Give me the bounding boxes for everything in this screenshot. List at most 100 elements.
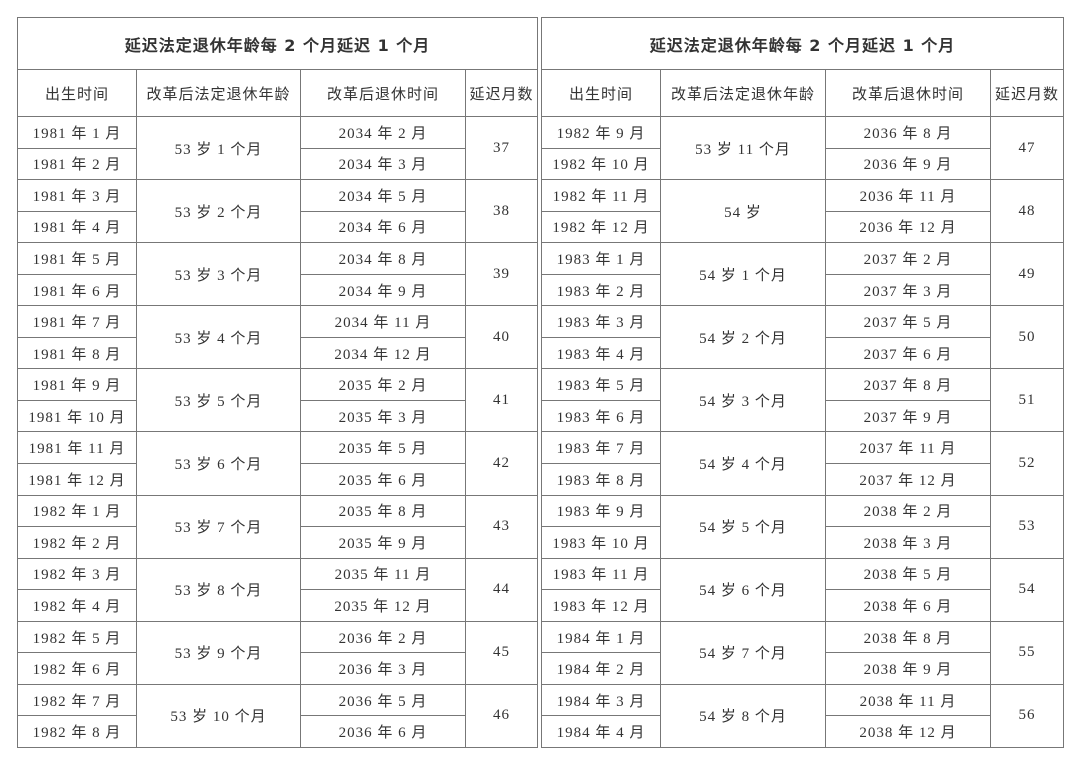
data-row: 1982 年 2 月 2035 年 9 月	[17, 526, 538, 559]
data-row: 1983 年 3 月 54 岁 2 个月 2037 年 5 月 50	[541, 305, 1064, 370]
birth-date: 1983 年 3 月	[541, 305, 661, 338]
retirement-time: 2037 年 12 月	[825, 463, 991, 496]
retirement-time: 2036 年 5 月	[300, 683, 466, 717]
birth-date: 1984 年 2 月	[541, 652, 661, 685]
retirement-time: 2035 年 12 月	[300, 589, 466, 622]
delay-months: 56	[990, 683, 1064, 748]
data-row: 1981 年 3 月 53 岁 2 个月 2034 年 5 月 38	[17, 179, 538, 244]
retirement-time: 2037 年 2 月	[825, 242, 991, 275]
retirement-table: 延迟法定退休年龄每 2 个月延迟 1 个月 出生时间 改革后法定退休年龄 改革后退休时…	[541, 17, 1064, 748]
delay-months: 55	[990, 620, 1064, 685]
delay-months: 41	[465, 368, 538, 433]
data-row: 1984 年 4 月 2038 年 12 月	[541, 715, 1064, 748]
retirement-age: 53 岁 6 个月	[136, 431, 301, 496]
data-row: 1981 年 4 月 2034 年 6 月	[17, 210, 538, 244]
birth-date: 1982 年 7 月	[17, 683, 137, 717]
retirement-age: 54 岁 8 个月	[660, 683, 826, 748]
delay-months: 52	[990, 431, 1064, 496]
birth-date: 1983 年 11 月	[541, 557, 661, 591]
table-title: 延迟法定退休年龄每 2 个月延迟 1 个月	[17, 17, 538, 70]
data-row: 1984 年 2 月 2038 年 9 月	[541, 652, 1064, 685]
retirement-time: 2034 年 3 月	[300, 147, 466, 181]
retirement-time: 2036 年 2 月	[300, 620, 466, 654]
header-row: 出生时间 改革后法定退休年龄 改革后退休时间 延迟月数	[17, 69, 538, 117]
retirement-age: 53 岁 5 个月	[136, 368, 301, 433]
data-row: 1981 年 1 月 53 岁 1 个月 2034 年 2 月 37	[17, 115, 538, 181]
retirement-time: 2034 年 9 月	[300, 273, 466, 307]
retirement-time: 2037 年 3 月	[825, 273, 991, 307]
birth-date: 1981 年 12 月	[17, 463, 137, 496]
delay-months: 49	[990, 242, 1064, 307]
column-header: 改革后法定退休年龄	[660, 69, 826, 117]
data-row: 1983 年 6 月 2037 年 9 月	[541, 399, 1064, 433]
delay-months: 46	[465, 683, 538, 748]
data-row: 1983 年 5 月 54 岁 3 个月 2037 年 8 月 51	[541, 368, 1064, 433]
delay-months: 47	[990, 115, 1064, 181]
data-row: 1984 年 3 月 54 岁 8 个月 2038 年 11 月 56	[541, 683, 1064, 748]
delay-months: 44	[465, 557, 538, 622]
birth-date: 1983 年 8 月	[541, 463, 661, 496]
delay-months: 45	[465, 620, 538, 685]
retirement-age: 53 岁 7 个月	[136, 494, 301, 559]
retirement-time: 2035 年 5 月	[300, 431, 466, 465]
data-row: 1981 年 9 月 53 岁 5 个月 2035 年 2 月 41	[17, 368, 538, 433]
data-row: 1983 年 9 月 54 岁 5 个月 2038 年 2 月 53	[541, 494, 1064, 559]
retirement-time: 2036 年 8 月	[825, 116, 991, 149]
data-row: 1983 年 1 月 54 岁 1 个月 2037 年 2 月 49	[541, 242, 1064, 307]
birth-date: 1982 年 5 月	[17, 620, 137, 654]
delay-months: 48	[990, 179, 1064, 244]
data-row: 1981 年 11 月 53 岁 6 个月 2035 年 5 月 42	[17, 431, 538, 496]
delay-months: 51	[990, 368, 1064, 433]
delay-months: 37	[465, 115, 538, 181]
data-row: 1982 年 10 月 2036 年 9 月	[541, 147, 1064, 181]
data-row: 1983 年 11 月 54 岁 6 个月 2038 年 5 月 54	[541, 557, 1064, 622]
birth-date: 1981 年 10 月	[17, 399, 137, 433]
data-row: 1983 年 4 月 2037 年 6 月	[541, 336, 1064, 370]
data-row: 1981 年 6 月 2034 年 9 月	[17, 273, 538, 307]
birth-date: 1981 年 9 月	[17, 368, 137, 401]
retirement-time: 2038 年 6 月	[825, 589, 991, 622]
birth-date: 1981 年 7 月	[17, 305, 137, 338]
retirement-time: 2035 年 11 月	[300, 557, 466, 591]
column-header: 延迟月数	[990, 69, 1064, 117]
birth-date: 1983 年 9 月	[541, 494, 661, 528]
birth-date: 1981 年 6 月	[17, 273, 137, 307]
data-row: 1982 年 7 月 53 岁 10 个月 2036 年 5 月 46	[17, 683, 538, 748]
birth-date: 1981 年 1 月	[17, 116, 137, 149]
birth-date: 1984 年 3 月	[541, 683, 661, 717]
data-row: 1983 年 10 月 2038 年 3 月	[541, 526, 1064, 559]
retirement-time: 2036 年 12 月	[825, 210, 991, 244]
retirement-time: 2037 年 9 月	[825, 399, 991, 433]
retirement-time: 2036 年 6 月	[300, 715, 466, 748]
data-row: 1982 年 3 月 53 岁 8 个月 2035 年 11 月 44	[17, 557, 538, 622]
retirement-time: 2034 年 11 月	[300, 305, 466, 338]
retirement-age: 54 岁 5 个月	[660, 494, 826, 559]
retirement-time: 2035 年 6 月	[300, 463, 466, 496]
retirement-age: 54 岁 2 个月	[660, 305, 826, 370]
retirement-age: 53 岁 11 个月	[660, 115, 826, 181]
birth-date: 1981 年 11 月	[17, 431, 137, 465]
birth-date: 1981 年 8 月	[17, 336, 137, 370]
birth-date: 1983 年 7 月	[541, 431, 661, 465]
retirement-time: 2037 年 8 月	[825, 368, 991, 401]
retirement-age: 54 岁 6 个月	[660, 557, 826, 622]
birth-date: 1983 年 10 月	[541, 526, 661, 559]
delay-months: 39	[465, 242, 538, 307]
column-header: 出生时间	[17, 69, 137, 117]
birth-date: 1981 年 5 月	[17, 242, 137, 275]
delay-months: 43	[465, 494, 538, 559]
retirement-time: 2038 年 5 月	[825, 557, 991, 591]
retirement-time: 2036 年 3 月	[300, 652, 466, 685]
retirement-time: 2034 年 2 月	[300, 116, 466, 149]
retirement-age: 54 岁 7 个月	[660, 620, 826, 685]
retirement-time: 2036 年 9 月	[825, 147, 991, 181]
retirement-age: 53 岁 1 个月	[136, 115, 301, 181]
data-row: 1983 年 12 月 2038 年 6 月	[541, 589, 1064, 622]
retirement-time: 2038 年 9 月	[825, 652, 991, 685]
delay-months: 54	[990, 557, 1064, 622]
birth-date: 1982 年 12 月	[541, 210, 661, 244]
retirement-time: 2037 年 11 月	[825, 431, 991, 465]
birth-date: 1982 年 11 月	[541, 179, 661, 212]
retirement-age: 54 岁 4 个月	[660, 431, 826, 496]
retirement-time: 2034 年 12 月	[300, 336, 466, 370]
